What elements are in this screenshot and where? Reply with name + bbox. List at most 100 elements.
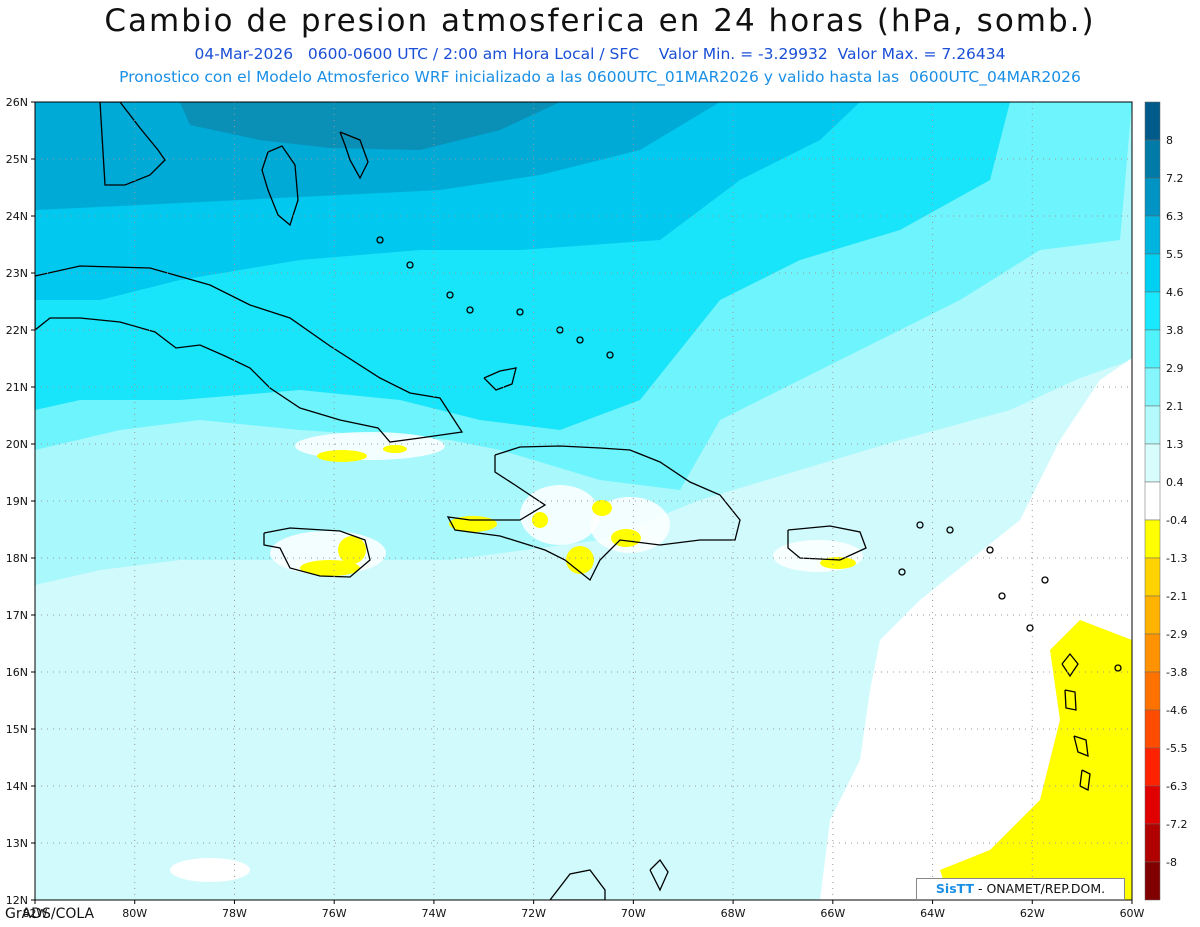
coast-small-island (898, 568, 906, 576)
lat-label: 12N (6, 894, 28, 907)
lon-label: 68W (721, 907, 746, 920)
coast-hispaniola (446, 445, 741, 582)
coast-small-island (1114, 664, 1122, 672)
coast-small-island (406, 261, 414, 269)
coast-jamaica (263, 527, 371, 578)
field-band-very-high (180, 102, 560, 150)
legend-label: -6.3 (1166, 780, 1187, 793)
legend-label: 5.5 (1166, 248, 1184, 261)
lat-label: 16N (6, 666, 28, 679)
onamet-brand: SisTT - ONAMET/REP.DOM. (916, 878, 1125, 900)
legend-label: 8 (1166, 134, 1173, 147)
coast-small-island (606, 351, 614, 359)
legend-swatch (1144, 519, 1161, 559)
grads-credit: GrADS/COLA (5, 906, 95, 922)
coast-small-island (916, 521, 924, 529)
legend-swatch (1144, 671, 1161, 711)
coast-small-island (1041, 576, 1049, 584)
legend-label: -4.6 (1166, 704, 1187, 717)
legend-swatch (1144, 215, 1161, 255)
legend-label: 1.3 (1166, 438, 1184, 451)
legend-swatch (1144, 861, 1161, 901)
lon-label: 78W (222, 907, 247, 920)
field-negative-patch (317, 450, 367, 462)
legend-swatch (1144, 405, 1161, 445)
field-negative-patch (300, 560, 360, 576)
field-negative-patch (383, 445, 407, 453)
brand-logo-text: SisTT (935, 881, 974, 896)
field-negative-patch (566, 546, 594, 574)
lat-label: 24N (6, 210, 28, 223)
map-title: Cambio de presion atmosferica en 24 hora… (104, 3, 1096, 39)
lat-label: 25N (6, 153, 28, 166)
legend-swatch (1144, 291, 1161, 331)
legend-label: -3.8 (1166, 666, 1187, 679)
model-info-line: Pronostico con el Modelo Atmosferico WRF… (119, 68, 1081, 86)
legend-swatch (1144, 443, 1161, 483)
legend-label: -1.3 (1166, 552, 1187, 565)
coast-puerto-rico (787, 525, 867, 561)
legend-label: 2.9 (1166, 362, 1184, 375)
lon-label: 76W (322, 907, 347, 920)
lon-label: 80W (122, 907, 147, 920)
lat-label: 15N (6, 723, 28, 736)
lat-label: 23N (6, 267, 28, 280)
coast-eleuthera (339, 131, 369, 180)
legend-label: -8 (1166, 856, 1177, 869)
coast-small-island (466, 306, 474, 314)
brand-org-text: - ONAMET/REP.DOM. (973, 881, 1106, 896)
legend-swatch (1144, 823, 1161, 863)
legend-swatch (1144, 747, 1161, 787)
legend-swatch (1144, 177, 1161, 217)
coast-small-island (516, 308, 524, 316)
lon-label: 72W (521, 907, 546, 920)
lon-label: 64W (920, 907, 945, 920)
legend-swatch (1144, 139, 1161, 179)
legend-label: -2.9 (1166, 628, 1187, 641)
field-band-high (35, 102, 720, 210)
lat-label: 22N (6, 324, 28, 337)
legend-label: 2.1 (1166, 400, 1184, 413)
lat-label: 18N (6, 552, 28, 565)
lon-label: 66W (820, 907, 845, 920)
field-band-negative-east (940, 620, 1132, 900)
axis-labels: 26N 25N 24N 23N 22N 21N 20N 19N 18N 17N 16N 15N 14N 1… (6, 96, 1145, 920)
legend-swatch (1144, 367, 1161, 407)
legend-swatch (1144, 329, 1161, 369)
coast-venezuela (549, 869, 606, 900)
coastlines (35, 102, 1122, 900)
lon-label: 74W (421, 907, 446, 920)
legend-swatch (1144, 633, 1161, 673)
field-negative-patch (592, 500, 612, 516)
coast-small-island (576, 336, 584, 344)
lat-label: 14N (6, 780, 28, 793)
legend-swatch (1144, 101, 1161, 141)
lon-label: 60W (1120, 907, 1145, 920)
coast-small-island (446, 291, 454, 299)
lat-label: 26N (6, 96, 28, 109)
lat-label: 19N (6, 495, 28, 508)
legend-label: 0.4 (1166, 476, 1184, 489)
valid-time-line: 04-Mar-2026 0600-0600 UTC / 2:00 am Hora… (194, 45, 1006, 63)
field-negative-patch (611, 529, 641, 547)
lat-label: 17N (6, 609, 28, 622)
coast-martinique (1073, 735, 1089, 758)
coast-cuba (35, 265, 464, 443)
coast-gr-inagua (483, 367, 517, 391)
legend-swatch (1144, 785, 1161, 825)
coast-small-island (946, 526, 954, 534)
coast-aruba (649, 858, 669, 892)
field-halo-island (520, 485, 600, 545)
legend-label: -2.1 (1166, 590, 1187, 603)
legend-label: 7.2 (1166, 172, 1184, 185)
lon-label: 62W (1020, 907, 1045, 920)
lon-label: 70W (621, 907, 646, 920)
coast-stlucia (1079, 769, 1091, 791)
legend-label: -5.5 (1166, 742, 1187, 755)
legend-swatch (1144, 595, 1161, 635)
coast-florida (99, 102, 166, 186)
lat-label: 21N (6, 381, 28, 394)
pressure-field (35, 102, 1132, 900)
legend-label: 3.8 (1166, 324, 1184, 337)
